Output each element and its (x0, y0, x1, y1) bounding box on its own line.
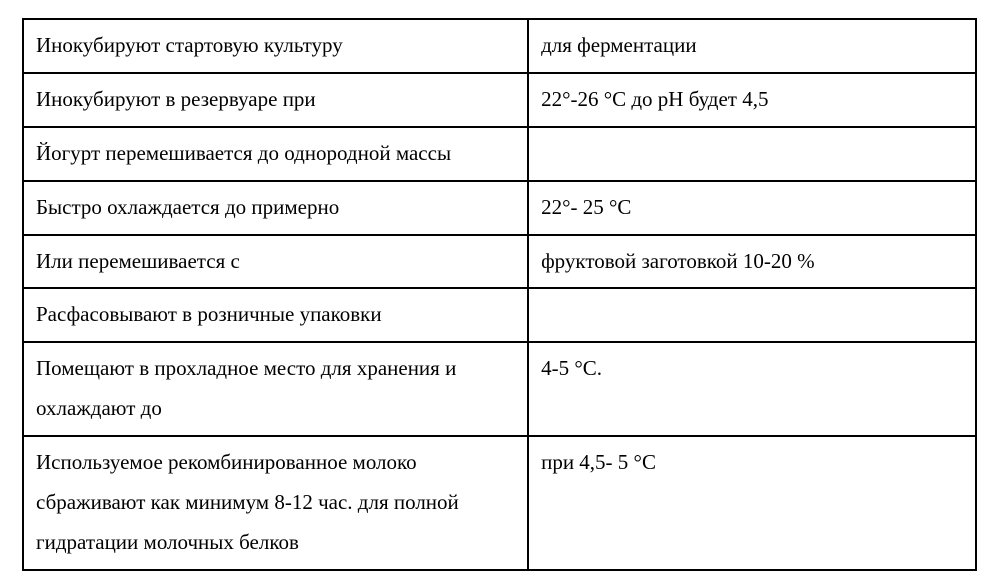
table-row: Расфасовывают в розничные упаковки (23, 288, 976, 342)
cell-left: Йогурт перемешивается до однородной масс… (23, 127, 528, 181)
cell-right: для ферментации (528, 19, 976, 73)
table-row: Инокубируют в резервуаре при 22°-26 °C д… (23, 73, 976, 127)
cell-left: Или перемешивается с (23, 235, 528, 289)
cell-left: Расфасовывают в розничные упаковки (23, 288, 528, 342)
cell-right: при 4,5- 5 °C (528, 436, 976, 570)
cell-right (528, 127, 976, 181)
cell-right: фруктовой заготовкой 10-20 % (528, 235, 976, 289)
cell-right: 22°-26 °C до pH будет 4,5 (528, 73, 976, 127)
table-row: Или перемешивается с фруктовой заготовко… (23, 235, 976, 289)
cell-left: Инокубируют в резервуаре при (23, 73, 528, 127)
process-table: Инокубируют стартовую культуру для ферме… (22, 18, 977, 571)
cell-left: Быстро охлаждается до примерно (23, 181, 528, 235)
table-row: Быстро охлаждается до примерно 22°- 25 °… (23, 181, 976, 235)
table-row: Инокубируют стартовую культуру для ферме… (23, 19, 976, 73)
table-row: Йогурт перемешивается до однородной масс… (23, 127, 976, 181)
cell-right: 22°- 25 °C (528, 181, 976, 235)
cell-left: Инокубируют стартовую культуру (23, 19, 528, 73)
cell-left: Используемое рекомбинированное молоко сб… (23, 436, 528, 570)
table-row: Помещают в прохладное место для хранения… (23, 342, 976, 436)
cell-right: 4-5 °C. (528, 342, 976, 436)
table-row: Используемое рекомбинированное молоко сб… (23, 436, 976, 570)
page: Инокубируют стартовую культуру для ферме… (0, 0, 999, 511)
cell-left: Помещают в прохладное место для хранения… (23, 342, 528, 436)
cell-right (528, 288, 976, 342)
